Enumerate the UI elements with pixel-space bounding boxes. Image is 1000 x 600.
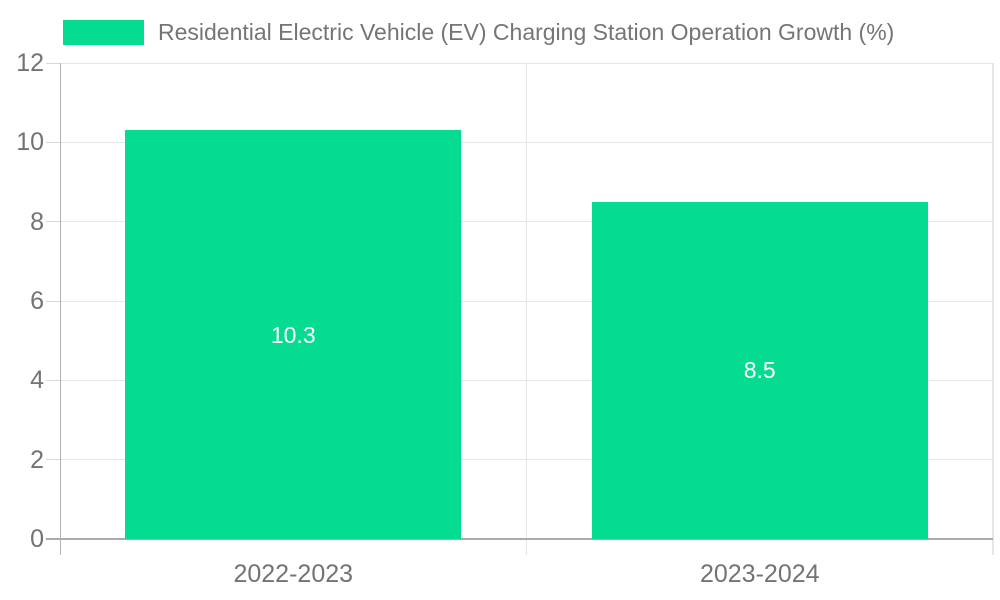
legend-swatch-icon: [63, 20, 144, 45]
y-tick-label: 2: [30, 445, 44, 474]
y-tick-label: 0: [30, 525, 44, 553]
bar: [125, 130, 462, 539]
y-tick-mark: [46, 62, 60, 64]
y-tick-label: 10: [16, 128, 44, 157]
plot-right-border: [992, 63, 994, 555]
bar-value-label: 10.3: [270, 321, 316, 348]
grid-line-x-mid: [526, 63, 527, 555]
x-tick-label: 2022-2023: [233, 560, 354, 588]
y-tick-label: 12: [16, 49, 44, 77]
bar: [591, 201, 928, 539]
bar-value-label: 8.5: [743, 357, 776, 384]
y-tick-mark: [46, 221, 60, 223]
x-tick-label: 2023-2024: [699, 560, 820, 588]
y-tick-mark: [46, 300, 60, 302]
y-tick-label: 8: [30, 207, 44, 236]
legend-label: Residential Electric Vehicle (EV) Chargi…: [158, 19, 895, 45]
legend: Residential Electric Vehicle (EV) Chargi…: [63, 19, 894, 46]
x-axis-line: [46, 538, 993, 540]
y-axis-line: [59, 63, 61, 555]
y-tick-label: 4: [30, 366, 44, 395]
y-tick-mark: [46, 459, 60, 461]
y-tick-mark: [46, 379, 60, 381]
y-tick-label: 6: [30, 287, 44, 315]
y-tick-mark: [46, 141, 60, 143]
